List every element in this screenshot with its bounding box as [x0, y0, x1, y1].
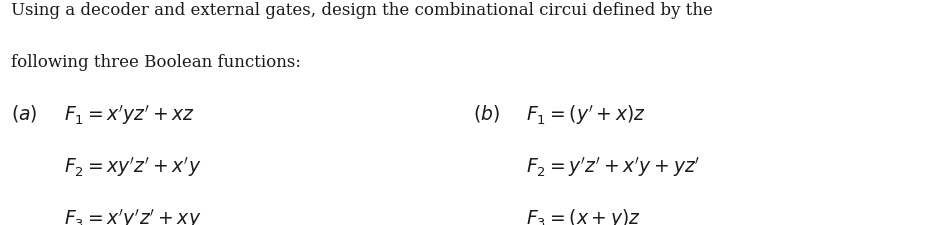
Text: $F_3 = (x + y)z$: $F_3 = (x + y)z$: [526, 207, 641, 225]
Text: $F_2 = xy'z' + x'y$: $F_2 = xy'z' + x'y$: [64, 155, 202, 179]
Text: $F_1 = x'yz' + xz$: $F_1 = x'yz' + xz$: [64, 104, 195, 128]
Text: Using a decoder and external gates, design the combinational circui defined by t: Using a decoder and external gates, desi…: [11, 2, 713, 19]
Text: following three Boolean functions:: following three Boolean functions:: [11, 54, 302, 71]
Text: $F_2 = y'z' + x'y + yz'$: $F_2 = y'z' + x'y + yz'$: [526, 155, 701, 179]
Text: $F_1 = (y' + x)z$: $F_1 = (y' + x)z$: [526, 104, 646, 128]
Text: $F_3 = x'y'z' + xy$: $F_3 = x'y'z' + xy$: [64, 207, 202, 225]
Text: $(b)$: $(b)$: [473, 104, 500, 124]
Text: $(a)$: $(a)$: [11, 104, 38, 124]
